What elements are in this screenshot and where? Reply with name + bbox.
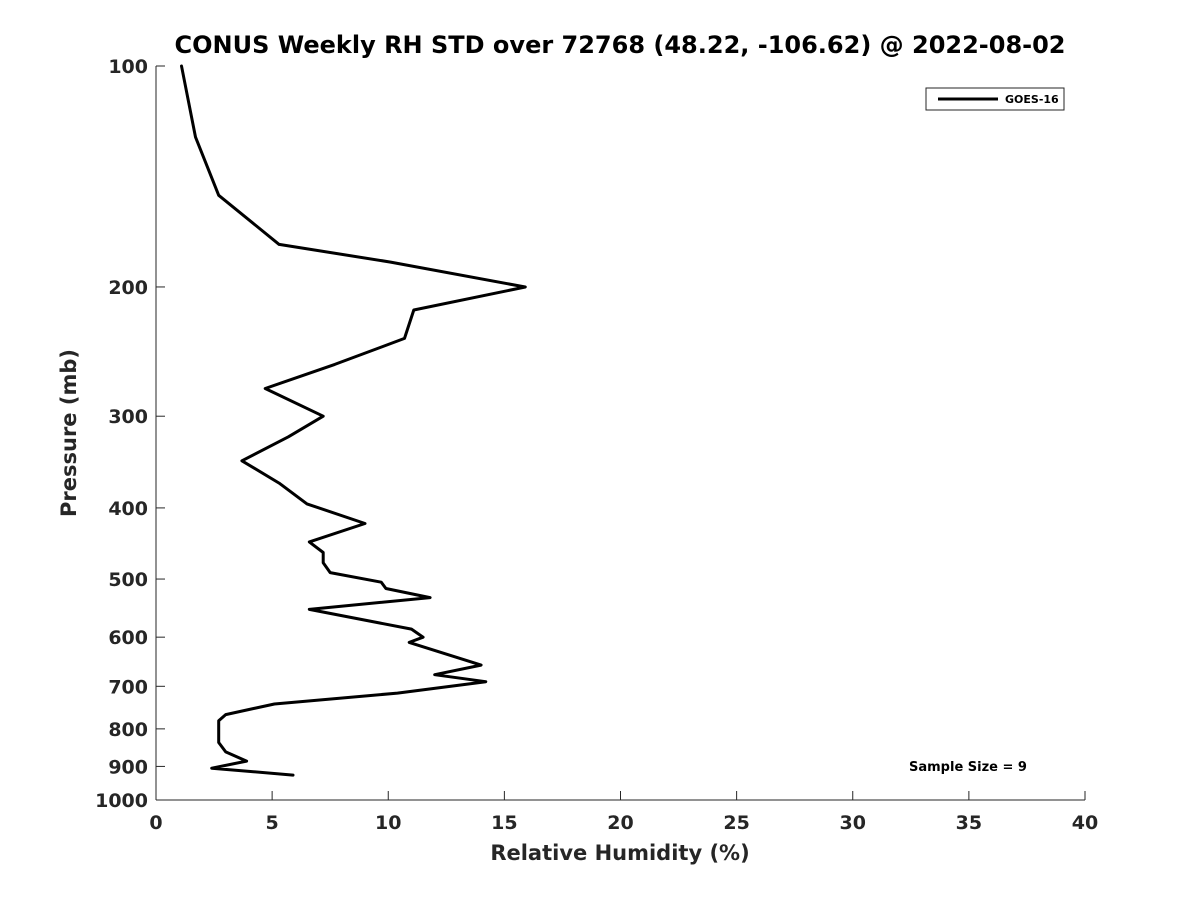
y-tick-label: 700 <box>108 676 148 698</box>
y-tick-label: 800 <box>108 719 148 741</box>
sample-size-annotation: Sample Size = 9 <box>909 760 1027 775</box>
legend: GOES-16 <box>925 87 1065 111</box>
series-layer <box>180 64 527 777</box>
x-tick-label: 10 <box>375 812 401 834</box>
x-tick-label: 30 <box>840 812 866 834</box>
y-axis-label: Pressure (mb) <box>57 349 81 517</box>
x-tick-label: 40 <box>1072 812 1098 834</box>
x-tick-label: 35 <box>956 812 982 834</box>
x-tick-label: 15 <box>491 812 517 834</box>
y-tick-label: 900 <box>108 756 148 778</box>
y-ticks: 100 200 300 400 500 600 700 800 900 1000 <box>95 56 165 812</box>
x-tick-label: 20 <box>607 812 633 834</box>
x-tick-label: 25 <box>723 812 749 834</box>
y-tick-label: 500 <box>108 569 148 591</box>
y-tick-label: 400 <box>108 498 148 520</box>
chart-title: CONUS Weekly RH STD over 72768 (48.22, -… <box>174 31 1065 59</box>
y-tick-label: 300 <box>108 406 148 428</box>
y-tick-label: 1000 <box>95 790 148 812</box>
series-line-0 <box>180 64 527 777</box>
legend-label: GOES-16 <box>1005 93 1059 106</box>
x-ticks: 0 5 10 15 20 25 30 35 40 <box>149 791 1098 834</box>
x-tick-label: 5 <box>266 812 279 834</box>
x-axis-label: Relative Humidity (%) <box>490 841 749 865</box>
y-tick-label: 600 <box>108 627 148 649</box>
y-tick-label: 100 <box>108 56 148 78</box>
x-tick-label: 0 <box>149 812 162 834</box>
y-tick-label: 200 <box>108 277 148 299</box>
